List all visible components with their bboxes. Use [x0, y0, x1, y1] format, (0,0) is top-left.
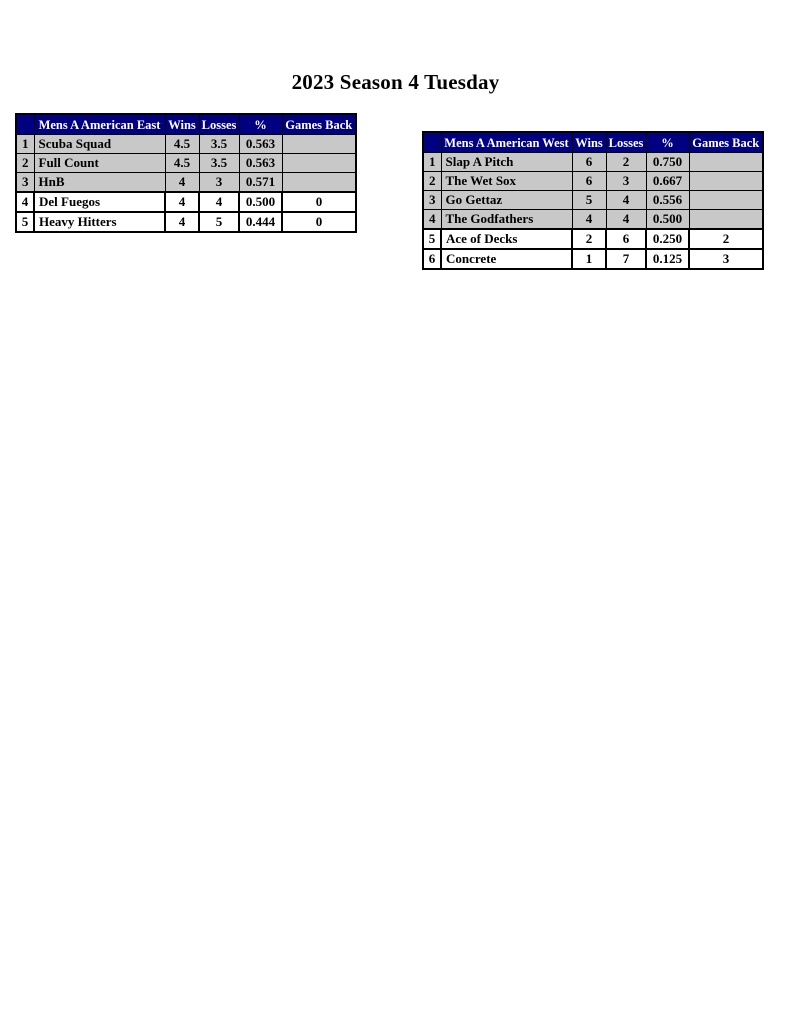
header-rank-cell [15, 113, 35, 135]
cell-rank: 5 [422, 228, 442, 250]
header-wins: Wins [164, 113, 200, 135]
cell-wins: 5 [571, 190, 607, 210]
table-header-row: Mens A American East Wins Losses % Games… [15, 113, 357, 135]
cell-team: Del Fuegos [33, 191, 166, 213]
cell-gb: 0 [281, 191, 357, 213]
header-pct: % [238, 113, 283, 135]
header-pct: % [645, 131, 690, 153]
table-header-row: Mens A American West Wins Losses % Games… [422, 131, 764, 153]
header-losses: Losses [198, 113, 240, 135]
cell-wins: 4.5 [164, 153, 200, 173]
cell-losses: 3 [198, 172, 240, 193]
cell-team: Concrete [440, 248, 573, 270]
cell-team: Scuba Squad [33, 134, 166, 154]
cell-gb: 0 [281, 211, 357, 233]
table-row: 5 Ace of Decks 2 6 0.250 2 [422, 228, 764, 250]
table-row: 4 The Godfathers 4 4 0.500 [422, 209, 764, 230]
table-row: 5 Heavy Hitters 4 5 0.444 0 [15, 211, 357, 233]
cell-rank: 2 [422, 171, 442, 191]
cell-team: The Godfathers [440, 209, 573, 230]
standings-body-east: 1 Scuba Squad 4.5 3.5 0.563 2 Full Count 4.5 3.5… [15, 134, 357, 233]
cell-pct: 0.125 [645, 248, 690, 270]
cell-losses: 5 [198, 211, 240, 233]
cell-losses: 7 [605, 248, 647, 270]
cell-pct: 0.444 [238, 211, 283, 233]
cell-losses: 3.5 [198, 134, 240, 154]
standings-table-west: Mens A American West Wins Losses % Games… [422, 131, 764, 270]
cell-pct: 0.563 [238, 134, 283, 154]
table-row: 3 Go Gettaz 5 4 0.556 [422, 190, 764, 210]
cell-gb: 3 [688, 248, 764, 270]
cell-pct: 0.571 [238, 172, 283, 193]
cell-pct: 0.667 [645, 171, 690, 191]
header-rank-cell [422, 131, 442, 153]
table-row: 6 Concrete 1 7 0.125 3 [422, 248, 764, 270]
cell-rank: 4 [422, 209, 442, 230]
cell-wins: 4 [164, 211, 200, 233]
cell-team: HnB [33, 172, 166, 193]
cell-rank: 3 [15, 172, 35, 193]
cell-losses: 4 [198, 191, 240, 213]
header-losses: Losses [605, 131, 647, 153]
cell-gb [688, 209, 764, 230]
cell-gb [688, 171, 764, 191]
cell-pct: 0.500 [645, 209, 690, 230]
cell-losses: 3 [605, 171, 647, 191]
cell-rank: 3 [422, 190, 442, 210]
cell-wins: 4 [164, 191, 200, 213]
cell-team: Full Count [33, 153, 166, 173]
cell-rank: 6 [422, 248, 442, 270]
cell-wins: 6 [571, 152, 607, 172]
table-row: 2 Full Count 4.5 3.5 0.563 [15, 153, 357, 173]
cell-team: Heavy Hitters [33, 211, 166, 233]
cell-gb [281, 153, 357, 173]
cell-wins: 2 [571, 228, 607, 250]
standings-body-west: 1 Slap A Pitch 6 2 0.750 2 The Wet Sox 6 3 0.667 3… [422, 152, 764, 270]
header-division-name: Mens A American West [440, 131, 573, 153]
cell-gb [688, 190, 764, 210]
table-row: 3 HnB 4 3 0.571 [15, 172, 357, 193]
cell-losses: 4 [605, 190, 647, 210]
cell-losses: 3.5 [198, 153, 240, 173]
table-row: 1 Slap A Pitch 6 2 0.750 [422, 152, 764, 172]
table-row: 2 The Wet Sox 6 3 0.667 [422, 171, 764, 191]
header-division-name: Mens A American East [33, 113, 166, 135]
cell-team: The Wet Sox [440, 171, 573, 191]
table-row: 4 Del Fuegos 4 4 0.500 0 [15, 191, 357, 213]
cell-wins: 4 [164, 172, 200, 193]
cell-pct: 0.500 [238, 191, 283, 213]
page-title: 2023 Season 4 Tuesday [291, 70, 500, 94]
cell-wins: 6 [571, 171, 607, 191]
cell-team: Ace of Decks [440, 228, 573, 250]
table-row: 1 Scuba Squad 4.5 3.5 0.563 [15, 134, 357, 154]
cell-pct: 0.563 [238, 153, 283, 173]
cell-losses: 6 [605, 228, 647, 250]
cell-rank: 1 [15, 134, 35, 154]
cell-rank: 2 [15, 153, 35, 173]
cell-gb [281, 172, 357, 193]
cell-team: Go Gettaz [440, 190, 573, 210]
cell-wins: 1 [571, 248, 607, 270]
cell-rank: 5 [15, 211, 35, 233]
cell-gb [281, 134, 357, 154]
header-games-back: Games Back [688, 131, 764, 153]
cell-losses: 2 [605, 152, 647, 172]
cell-wins: 4.5 [164, 134, 200, 154]
header-wins: Wins [571, 131, 607, 153]
cell-pct: 0.250 [645, 228, 690, 250]
cell-gb [688, 152, 764, 172]
cell-pct: 0.750 [645, 152, 690, 172]
cell-rank: 4 [15, 191, 35, 213]
header-games-back: Games Back [281, 113, 357, 135]
cell-rank: 1 [422, 152, 442, 172]
cell-team: Slap A Pitch [440, 152, 573, 172]
cell-pct: 0.556 [645, 190, 690, 210]
cell-wins: 4 [571, 209, 607, 230]
cell-losses: 4 [605, 209, 647, 230]
standings-table-east: Mens A American East Wins Losses % Games… [15, 113, 357, 233]
cell-gb: 2 [688, 228, 764, 250]
